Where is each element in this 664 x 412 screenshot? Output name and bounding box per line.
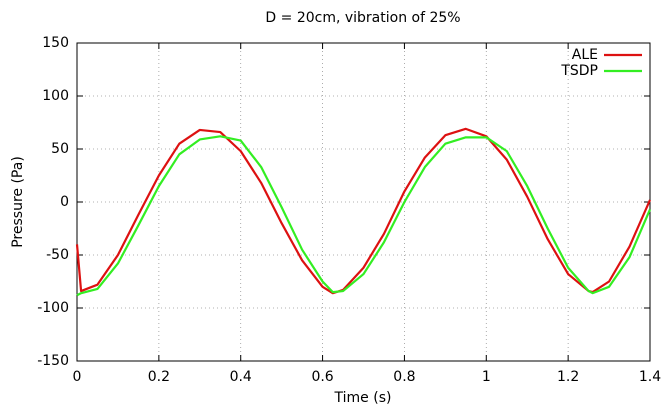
x-tick-label: 0.4 xyxy=(230,369,252,385)
y-tick-label: -50 xyxy=(46,247,69,263)
legend-label: ALE xyxy=(572,47,598,63)
x-tick-label: 0.6 xyxy=(311,369,333,385)
x-tick-label: 0.8 xyxy=(393,369,415,385)
x-tick-label: 1 xyxy=(482,369,491,385)
y-tick-label: 150 xyxy=(42,35,69,51)
y-tick-label: 50 xyxy=(51,141,69,157)
y-tick-label: -100 xyxy=(37,300,69,316)
x-tick-label: 0 xyxy=(73,369,82,385)
data-line xyxy=(76,135,652,297)
y-tick-label: 100 xyxy=(42,88,69,104)
y-tick-label: -150 xyxy=(37,353,69,369)
y-axis-label: Pressure (Pa) xyxy=(10,156,26,248)
x-tick-label: 1.4 xyxy=(639,369,661,385)
x-tick-label: 1.2 xyxy=(557,369,579,385)
y-tick-label: 0 xyxy=(60,194,69,210)
x-axis-label: Time (s) xyxy=(334,390,392,406)
legend-label: TSDP xyxy=(560,63,598,79)
chart-title: D = 20cm, vibration of 25% xyxy=(265,10,460,26)
data-line xyxy=(75,127,652,295)
x-tick-label: 0.2 xyxy=(148,369,170,385)
